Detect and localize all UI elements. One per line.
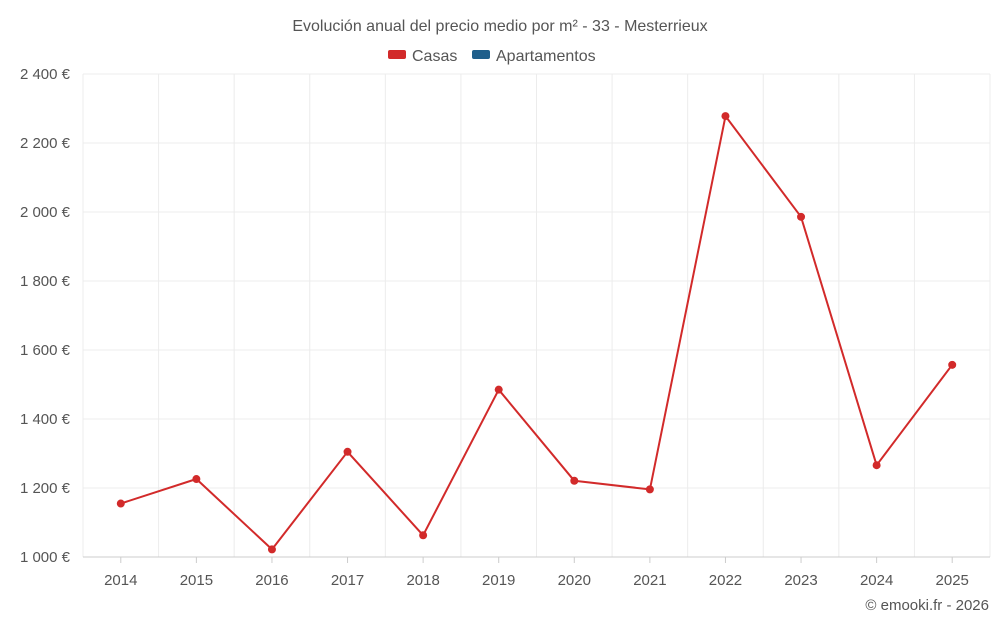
data-point[interactable] bbox=[116, 499, 125, 508]
data-point[interactable] bbox=[343, 447, 352, 456]
x-tick-label: 2015 bbox=[180, 572, 213, 589]
data-point[interactable] bbox=[192, 475, 201, 484]
x-tick-label: 2017 bbox=[331, 572, 364, 589]
y-tick-label: 1 200 € bbox=[20, 480, 71, 497]
y-tick-label: 1 600 € bbox=[20, 342, 71, 359]
grid bbox=[82, 73, 991, 557]
legend-label-apartamentos[interactable]: Apartamentos bbox=[496, 48, 596, 65]
data-point[interactable] bbox=[494, 385, 503, 394]
y-tick-label: 1 400 € bbox=[20, 411, 71, 428]
legend-label-casas[interactable]: Casas bbox=[412, 48, 457, 65]
series-casas bbox=[116, 112, 957, 554]
legend-swatch-apartamentos bbox=[472, 50, 490, 59]
y-tick-label: 1 800 € bbox=[20, 273, 71, 290]
x-tick-label: 2021 bbox=[633, 572, 666, 589]
legend: Casas Apartamentos bbox=[388, 48, 596, 65]
chart-title: Evolución anual del precio medio por m² … bbox=[292, 18, 707, 35]
data-point[interactable] bbox=[419, 531, 428, 540]
x-tick-label: 2019 bbox=[482, 572, 515, 589]
x-tick-label: 2016 bbox=[255, 572, 288, 589]
legend-swatch-casas bbox=[388, 50, 406, 59]
x-tick-label: 2025 bbox=[936, 572, 969, 589]
data-point[interactable] bbox=[948, 360, 957, 369]
y-tick-label: 2 400 € bbox=[20, 66, 71, 83]
data-point[interactable] bbox=[570, 476, 579, 485]
x-tick-label: 2014 bbox=[104, 572, 137, 589]
y-tick-label: 1 000 € bbox=[20, 549, 71, 566]
x-tick-label: 2023 bbox=[784, 572, 817, 589]
data-point[interactable] bbox=[872, 461, 881, 470]
data-point[interactable] bbox=[645, 485, 654, 494]
x-axis: 2014 2015 2016 2017 2018 2019 2020 2021 2022 2023… bbox=[83, 556, 990, 589]
data-point[interactable] bbox=[267, 545, 276, 554]
credit-text: © emooki.fr - 2026 bbox=[865, 597, 989, 614]
y-axis: 1 000 € 1 200 € 1 400 € 1 600 € 1 800 € 2 000… bbox=[20, 66, 71, 566]
x-tick-label: 2022 bbox=[709, 572, 742, 589]
x-tick-label: 2018 bbox=[406, 572, 439, 589]
data-point[interactable] bbox=[797, 212, 806, 221]
x-tick-label: 2024 bbox=[860, 572, 893, 589]
data-point[interactable] bbox=[721, 112, 730, 121]
x-tick-label: 2020 bbox=[558, 572, 591, 589]
y-tick-label: 2 200 € bbox=[20, 135, 71, 152]
y-tick-label: 2 000 € bbox=[20, 204, 71, 221]
series-line bbox=[120, 115, 953, 551]
